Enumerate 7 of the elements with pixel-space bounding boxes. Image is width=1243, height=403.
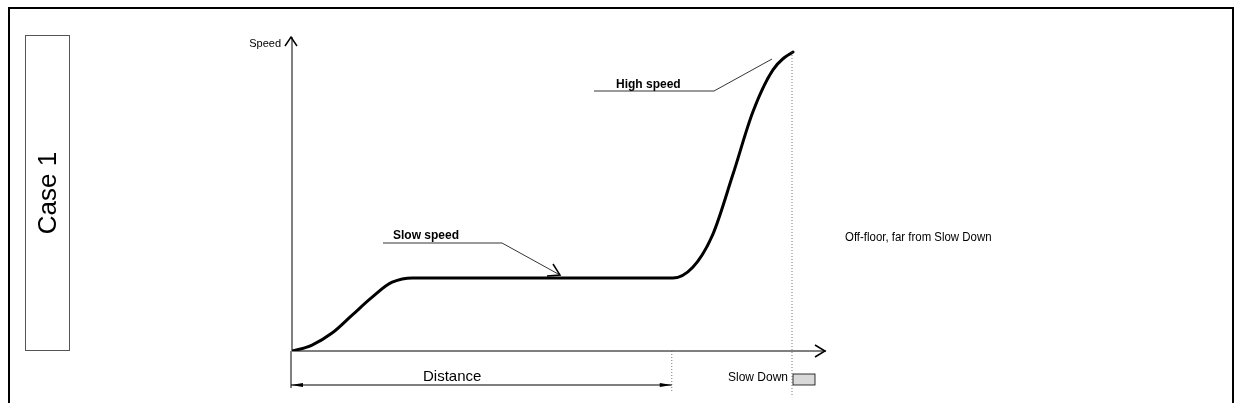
text: Slow Down (727, 370, 788, 384)
text: Off-floor, far from Slow Down (845, 229, 992, 245)
text: Case 1 (31, 151, 63, 235)
annotation: Slow speed (393, 228, 460, 242)
annotation: High speed (616, 77, 681, 91)
text: Distance (423, 367, 482, 384)
y-axis-title: Speed (249, 37, 281, 49)
